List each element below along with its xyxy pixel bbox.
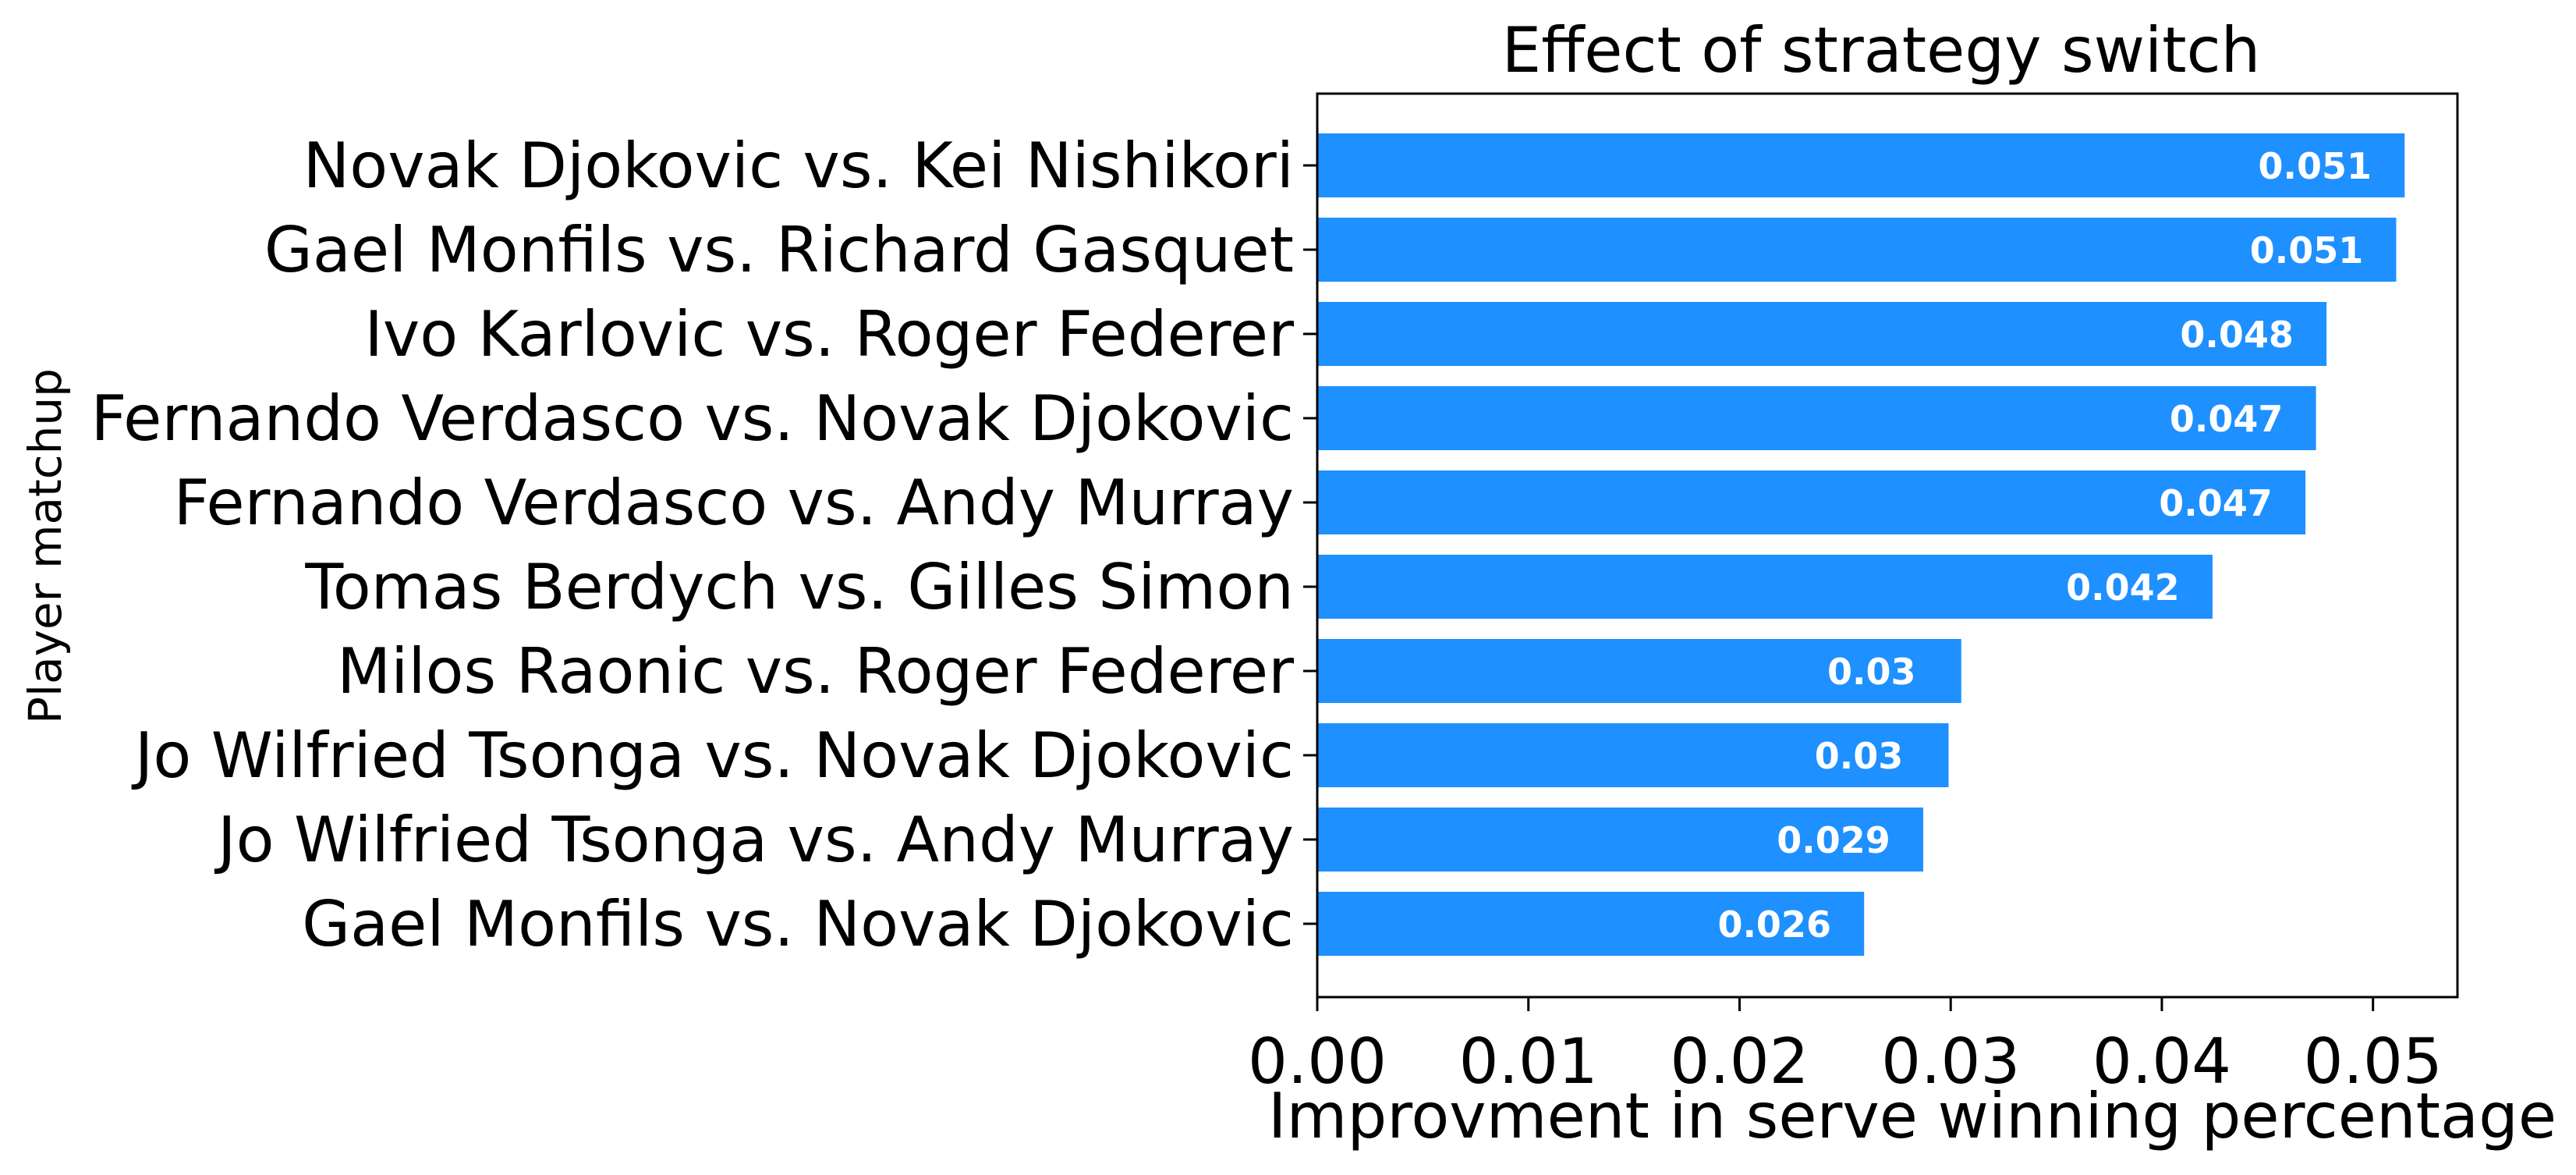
chart-title: Effect of strategy switch: [1502, 14, 2261, 87]
y-tick-label-2: Ivo Karlovic vs. Roger Federer: [364, 298, 1294, 371]
bar-2: [1317, 302, 2327, 366]
bar-value-label-9: 0.026: [1717, 903, 1831, 946]
y-tick-label-0: Novak Djokovic vs. Kei Nishikori: [303, 130, 1294, 202]
y-tick-label-5: Tomas Berdych vs. Gilles Simon: [304, 551, 1294, 623]
y-axis-label: Player matchup: [19, 368, 72, 724]
x-tick-label-4: 0.04: [2092, 1025, 2231, 1098]
bar-value-label-2: 0.048: [2180, 314, 2294, 356]
y-tick-label-7: Jo Wilfried Tsonga vs. Novak Djokovic: [131, 719, 1294, 792]
bar-value-label-8: 0.029: [1777, 819, 1890, 861]
bar-1: [1317, 218, 2397, 282]
bar-0: [1317, 133, 2405, 197]
bar-value-label-1: 0.051: [2250, 229, 2364, 272]
x-tick-label-0: 0.00: [1248, 1025, 1387, 1098]
bar-9: [1317, 892, 1865, 956]
plot-frame: [1316, 92, 2459, 999]
y-tick-label-8: Jo Wilfried Tsonga vs. Andy Murray: [214, 804, 1294, 876]
bar-value-label-4: 0.047: [2159, 482, 2273, 524]
y-axis: Novak Djokovic vs. Kei Nishikori Gael Mon…: [90, 130, 1317, 960]
bar-4: [1317, 470, 2306, 534]
bars-group: [1317, 133, 2405, 956]
bar-3: [1317, 386, 2316, 450]
bar-5: [1317, 555, 2213, 619]
x-tick-label-2: 0.02: [1670, 1025, 1809, 1098]
bar-6: [1317, 639, 1961, 703]
x-tick-label-3: 0.03: [1881, 1025, 2020, 1098]
x-axis-label: Improvment in serve winning percentage: [1268, 1080, 2557, 1152]
bar-value-label-0: 0.051: [2259, 145, 2372, 187]
bar-value-label-7: 0.03: [1815, 735, 1904, 777]
y-tick-label-3: Fernando Verdasco vs. Novak Djokovic: [90, 382, 1294, 455]
y-tick-label-4: Fernando Verdasco vs. Andy Murray: [174, 467, 1294, 539]
x-tick-label-1: 0.01: [1459, 1025, 1598, 1098]
y-tick-label-9: Gael Monfils vs. Novak Djokovic: [302, 888, 1294, 960]
bar-labels-group: 0.051 0.051 0.048 0.047 0.047 0.042 0.03 0.03 0.…: [1717, 145, 2372, 946]
x-axis: 0.00 0.01 0.02 0.03 0.04 0.05: [1248, 997, 2443, 1098]
bar-8: [1317, 808, 1924, 871]
y-tick-label-6: Milos Raonic vs. Roger Federer: [337, 635, 1294, 708]
bar-7: [1317, 723, 1949, 787]
bar-value-label-5: 0.042: [2066, 566, 2180, 609]
bar-value-label-6: 0.03: [1827, 651, 1916, 693]
x-tick-label-5: 0.05: [2304, 1025, 2443, 1098]
bar-value-label-3: 0.047: [2170, 398, 2284, 440]
y-tick-label-1: Gael Monfils vs. Richard Gasquet: [264, 214, 1294, 286]
